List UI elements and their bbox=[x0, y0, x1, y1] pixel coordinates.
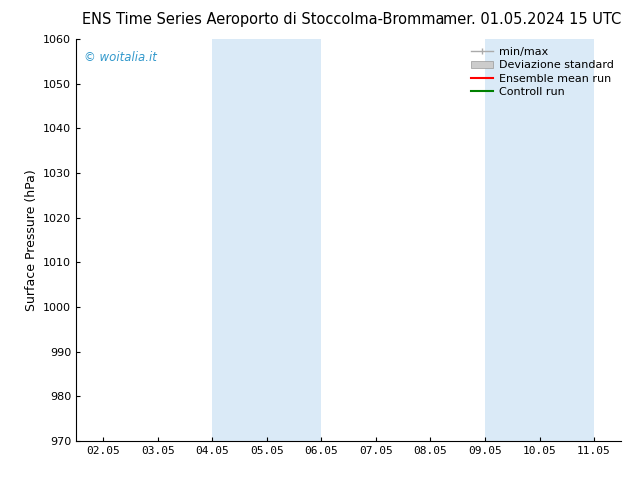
Bar bbox=[212, 39, 321, 441]
Bar bbox=[485, 39, 594, 441]
Text: ENS Time Series Aeroporto di Stoccolma-Bromma: ENS Time Series Aeroporto di Stoccolma-B… bbox=[82, 12, 445, 27]
Text: © woitalia.it: © woitalia.it bbox=[84, 51, 157, 64]
Text: mer. 01.05.2024 15 UTC: mer. 01.05.2024 15 UTC bbox=[443, 12, 621, 27]
Legend: min/max, Deviazione standard, Ensemble mean run, Controll run: min/max, Deviazione standard, Ensemble m… bbox=[467, 43, 618, 101]
Y-axis label: Surface Pressure (hPa): Surface Pressure (hPa) bbox=[25, 169, 37, 311]
